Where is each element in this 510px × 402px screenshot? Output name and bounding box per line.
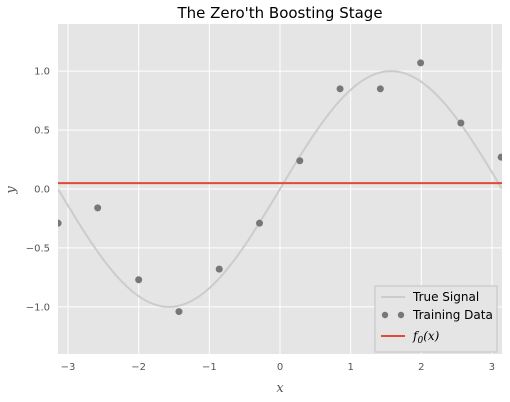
plot-area [58,59,502,316]
training-data-point [376,85,384,93]
training-data-point [457,119,465,127]
training-data-point [215,265,223,273]
x-tick-label: −3 [61,362,76,373]
training-data-point [417,59,425,67]
x-axis-label: x [276,381,284,396]
true-signal-line [58,70,502,308]
legend-true-signal-label: True Signal [412,290,479,304]
training-data-point [175,308,183,316]
y-tick-label: 1.0 [34,67,50,78]
tick-labels: −3 −2 −1 0 1 2 3 −1.0 −0.5 0.0 0.5 1.0 [26,67,495,373]
legend-training-marker [381,311,389,319]
training-data-point [256,219,264,227]
y-tick-label: −0.5 [26,243,50,254]
chart-title: The Zero'th Boosting Stage [176,4,382,22]
legend-training-label: Training Data [412,308,493,322]
legend-f0-label: f0(x) [412,329,440,346]
training-data-point [94,204,102,212]
x-tick-label: 1 [347,362,353,373]
training-data-point [58,219,62,227]
y-tick-label: −1.0 [26,302,50,313]
legend-training-marker [397,311,405,319]
training-data-point [296,157,304,165]
x-tick-label: −2 [131,362,146,373]
y-tick-label: 0.5 [34,126,50,137]
y-tick-label: 0.0 [34,185,50,196]
y-axis-label: y [4,186,19,195]
x-tick-label: 0 [277,362,283,373]
training-data-point [135,276,143,284]
x-tick-label: 3 [489,362,495,373]
legend: True Signal Training Data f0(x) [374,285,498,353]
training-data-point [336,85,344,93]
x-tick-label: −1 [202,362,217,373]
training-data-point [497,153,502,161]
x-tick-label: 2 [418,362,424,373]
